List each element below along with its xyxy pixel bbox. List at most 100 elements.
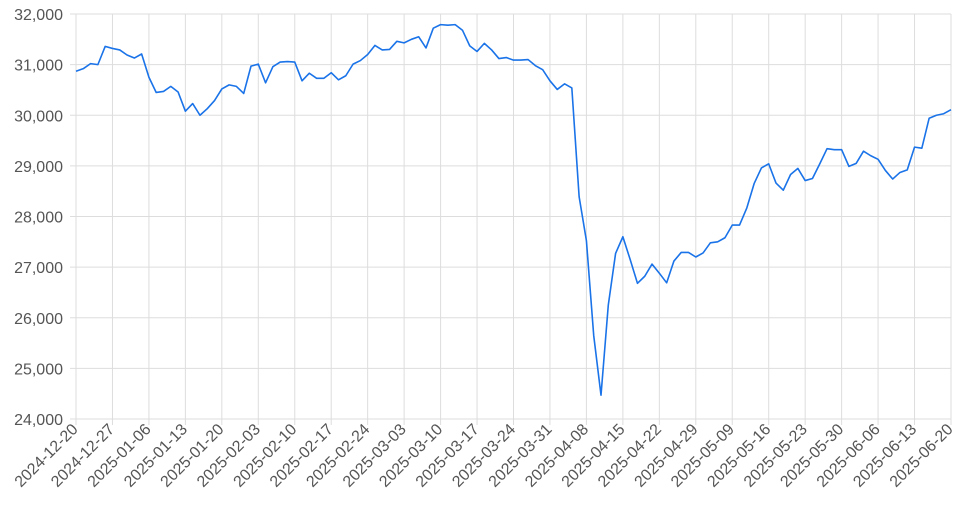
data-point <box>636 282 639 285</box>
data-point <box>512 59 515 62</box>
data-point <box>301 79 304 82</box>
y-tick-label: 27,000 <box>14 260 63 277</box>
data-point <box>264 81 267 84</box>
data-point <box>155 91 158 94</box>
data-point <box>906 168 909 171</box>
data-point <box>855 162 858 165</box>
data-point <box>490 48 493 51</box>
data-point <box>884 169 887 172</box>
data-point <box>140 52 143 55</box>
data-point <box>177 90 180 93</box>
data-point <box>446 24 449 27</box>
data-point <box>570 86 573 89</box>
data-point <box>228 83 231 86</box>
data-point <box>162 90 165 93</box>
series-line <box>75 23 952 397</box>
data-point <box>818 162 821 165</box>
data-point <box>913 146 916 149</box>
y-axis-tick-labels: 24,000 25,000 26,000 27,000 28,000 29,000 30,0… <box>14 7 63 429</box>
y-tick-label: 31,000 <box>14 58 63 75</box>
data-point <box>257 63 260 66</box>
data-point <box>651 263 654 266</box>
data-point <box>731 224 734 227</box>
series-layer <box>75 23 953 397</box>
data-point <box>352 63 355 66</box>
data-point <box>840 148 843 151</box>
data-point <box>702 251 705 254</box>
data-point <box>687 251 690 254</box>
data-point <box>271 65 274 68</box>
data-point <box>847 165 850 168</box>
y-gridlines <box>70 13 951 420</box>
y-tick-label: 32,000 <box>14 7 63 24</box>
data-point <box>242 92 245 95</box>
data-point <box>928 117 931 120</box>
data-point <box>534 64 537 67</box>
data-point <box>782 189 785 192</box>
data-point <box>600 394 603 397</box>
data-point <box>198 114 201 117</box>
data-point <box>592 334 595 337</box>
data-point <box>607 304 610 307</box>
data-point <box>826 147 829 150</box>
data-point <box>694 256 697 259</box>
data-point <box>381 48 384 51</box>
data-point <box>527 58 530 61</box>
data-point <box>920 147 923 150</box>
data-point <box>403 41 406 44</box>
data-point <box>439 23 442 26</box>
data-point <box>505 56 508 59</box>
data-point <box>760 166 763 169</box>
data-point <box>935 114 938 117</box>
data-point <box>315 77 318 80</box>
data-point <box>344 74 347 77</box>
y-tick-label: 29,000 <box>14 159 63 176</box>
data-point <box>942 112 945 115</box>
data-point <box>775 182 778 185</box>
data-point <box>337 78 340 81</box>
data-point <box>621 235 624 238</box>
data-point <box>286 60 289 63</box>
data-point <box>366 53 369 56</box>
data-point <box>461 29 464 32</box>
data-point <box>745 206 748 209</box>
data-point <box>869 154 872 157</box>
data-point <box>220 87 223 90</box>
data-point <box>862 150 865 153</box>
data-point <box>877 158 880 161</box>
y-tick-label: 25,000 <box>14 361 63 378</box>
data-point <box>716 240 719 243</box>
data-point <box>658 272 661 275</box>
data-point <box>483 42 486 45</box>
data-point <box>950 108 953 111</box>
data-point <box>330 71 333 74</box>
data-point <box>279 61 282 64</box>
data-point <box>388 48 391 51</box>
data-point <box>811 177 814 180</box>
data-point <box>308 72 311 75</box>
data-point <box>476 50 479 53</box>
data-point <box>753 182 756 185</box>
data-point <box>738 224 741 227</box>
data-point <box>191 102 194 105</box>
data-point <box>680 251 683 254</box>
data-point <box>497 57 500 60</box>
data-point <box>432 27 435 30</box>
data-point <box>891 178 894 181</box>
data-point <box>250 65 253 68</box>
data-point <box>96 63 99 66</box>
data-point <box>672 260 675 263</box>
data-point <box>126 54 129 57</box>
data-point <box>118 48 121 51</box>
y-tick-label: 24,000 <box>14 412 63 429</box>
data-point <box>454 23 457 26</box>
y-tick-label: 28,000 <box>14 210 63 227</box>
data-point <box>235 85 238 88</box>
data-point <box>425 46 428 49</box>
data-point <box>723 236 726 239</box>
data-point <box>169 85 172 88</box>
data-point <box>293 61 296 64</box>
data-point <box>614 252 617 255</box>
data-point <box>359 59 362 62</box>
data-point <box>206 107 209 110</box>
